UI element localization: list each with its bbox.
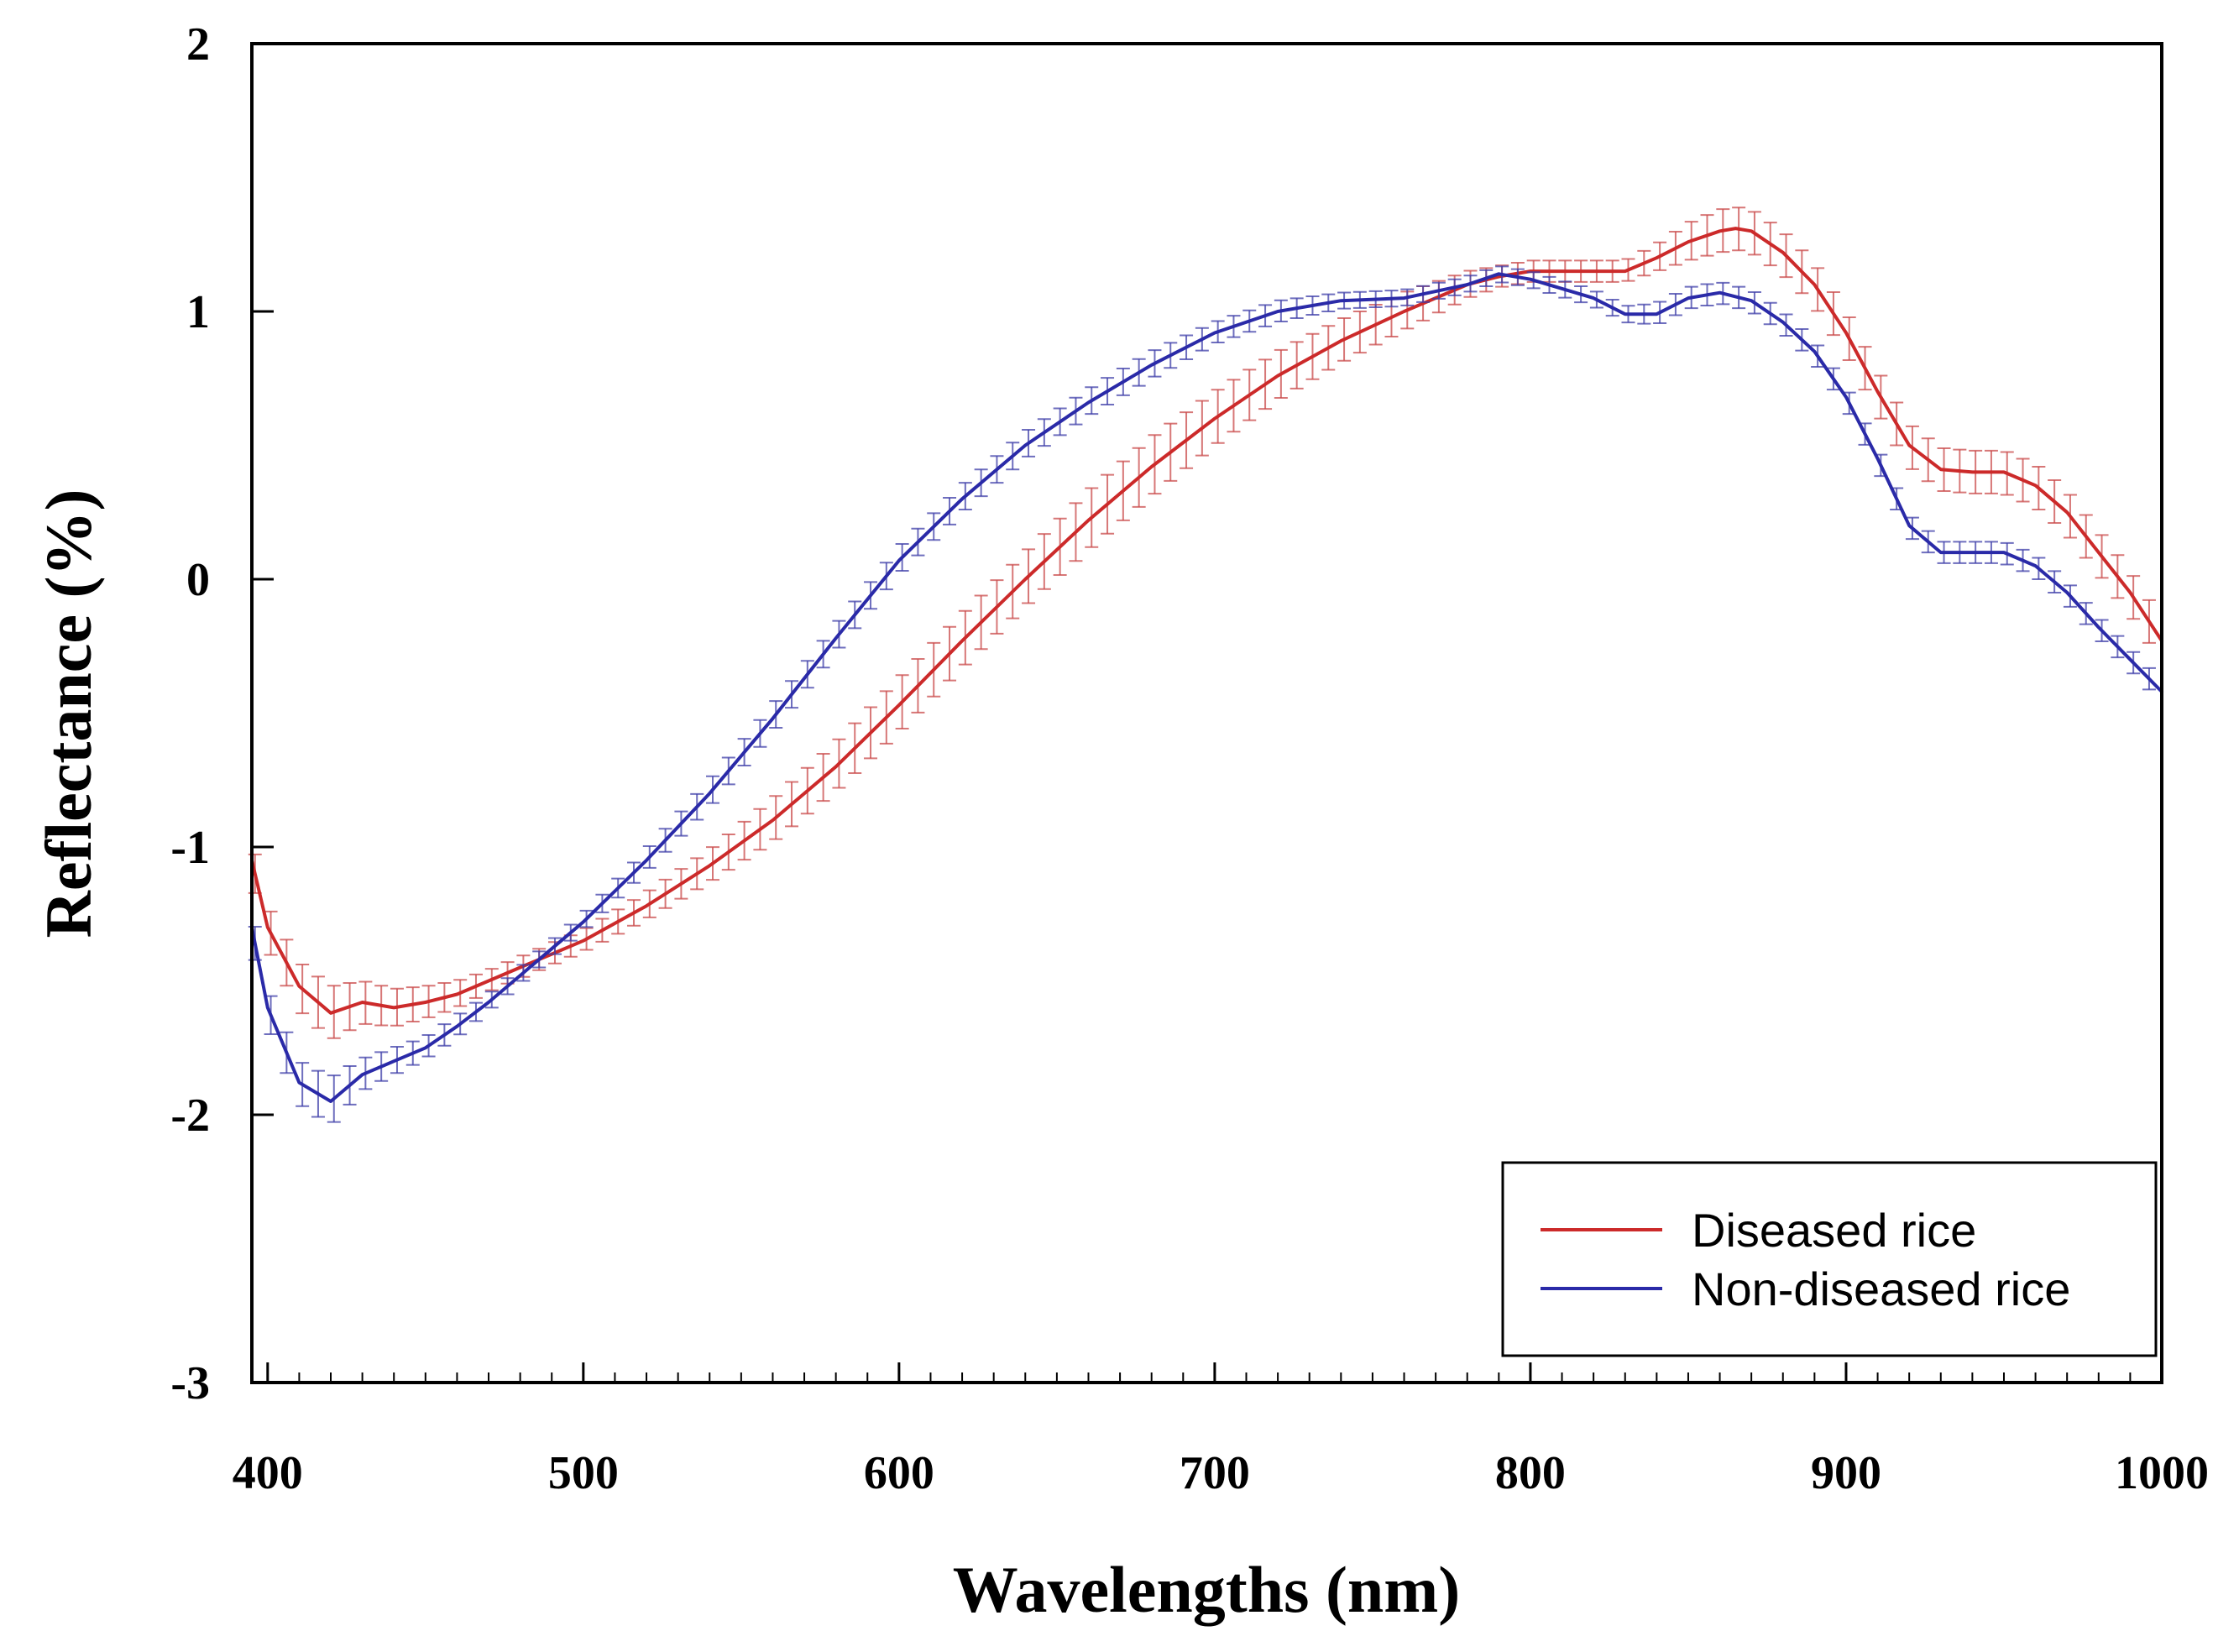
x-tick-label: 400	[233, 1447, 303, 1499]
series-non-diseased-rice	[248, 265, 2163, 1123]
series-layer	[248, 206, 2163, 1123]
series-line	[250, 227, 2163, 1015]
legend-label-non-diseased: Non-diseased rice	[1692, 1263, 2070, 1315]
plot-area-frame	[250, 42, 2163, 1384]
y-tick-label: 0	[186, 554, 210, 606]
error-bars	[248, 265, 2156, 1123]
legend-box	[1501, 1161, 2158, 1357]
y-tick-label: -2	[170, 1090, 210, 1142]
axis-ticks: 400 500 600 700 800 900 1000 2 1 0 -1 -2 -3	[170, 18, 2209, 1499]
y-tick-label: -3	[170, 1357, 210, 1409]
x-tick-label: 500	[548, 1447, 619, 1499]
y-tick-label: 1	[186, 286, 210, 338]
x-axis-title: Wavelengths (nm)	[953, 1553, 1461, 1626]
x-tick-label: 1000	[2115, 1447, 2209, 1499]
x-tick-label: 900	[1811, 1447, 1881, 1499]
x-tick-label: 600	[864, 1447, 934, 1499]
legend: Diseased rice Non-diseased rice	[1501, 1161, 2158, 1357]
series-diseased-rice	[248, 206, 2163, 1039]
series-line	[250, 272, 2163, 1103]
x-tick-label: 700	[1180, 1447, 1250, 1499]
y-tick-label: 2	[186, 18, 210, 71]
y-tick-label: -1	[170, 822, 210, 874]
y-axis-title: Reflectance (%)	[32, 489, 105, 938]
legend-label-diseased: Diseased rice	[1692, 1204, 1976, 1257]
x-tick-label: 800	[1495, 1447, 1566, 1499]
